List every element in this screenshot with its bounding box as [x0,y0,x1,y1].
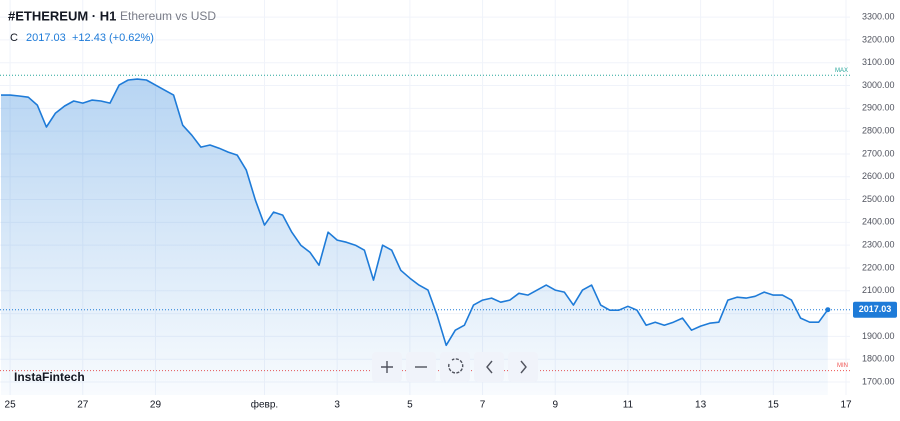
close-badge-label: 2017.03 [859,304,892,314]
zoom-in-button[interactable] [372,352,402,382]
close-value: 2017.03 [26,32,66,44]
y-tick-label: 2600.00 [862,171,895,181]
x-tick-label: 17 [840,400,852,411]
zoom-out-button[interactable] [406,352,436,382]
y-tick-label: 3200.00 [862,34,895,44]
x-tick-label: 11 [623,400,634,411]
x-tick-label: 25 [5,400,17,411]
y-tick-label: 2400.00 [862,217,895,227]
x-tick-label: 27 [77,400,89,411]
scroll-left-button[interactable] [474,352,504,382]
x-tick-label: 7 [480,400,486,411]
x-tick-label: 13 [695,400,707,411]
toolbar [372,352,538,382]
price-line [1,78,829,347]
min-line-label: MIN [837,363,848,369]
scroll-right-button[interactable] [508,352,538,382]
y-tick-label: 2500.00 [862,194,895,204]
y-tick-label: 2200.00 [862,262,895,272]
y-tick-label: 2300.00 [862,240,895,250]
reset-button[interactable] [440,352,470,382]
x-tick-label: 5 [407,400,413,411]
y-tick-label: 2100.00 [862,285,895,295]
close-label: C [10,32,18,44]
y-tick-label: 2800.00 [862,126,895,136]
x-tick-label: 9 [552,400,558,411]
y-tick-label: 3300.00 [862,11,895,21]
area-fill [1,79,828,395]
y-tick-label: 1900.00 [862,331,895,341]
watermark: InstaFintech [14,370,85,384]
description: Ethereum vs USD [120,9,216,23]
y-tick-label: 1700.00 [862,376,895,386]
close-badge [853,301,897,318]
y-tick-label: 1800.00 [862,354,895,364]
x-tick-label: 29 [150,400,162,411]
y-tick-label: 2900.00 [862,103,895,113]
x-tick-label: февр. [251,399,278,411]
x-tick-label: 3 [334,400,340,411]
y-tick-label: 3000.00 [862,80,895,90]
y-tick-label: 3100.00 [862,57,895,67]
max-line-label: MAX [835,68,848,74]
change: +12.43 (+0.62%) [72,32,154,44]
last-point [825,307,831,313]
symbol: #ETHEREUM · H1 [8,8,116,23]
x-tick-label: 15 [768,400,780,411]
y-tick-label: 2700.00 [862,148,895,158]
